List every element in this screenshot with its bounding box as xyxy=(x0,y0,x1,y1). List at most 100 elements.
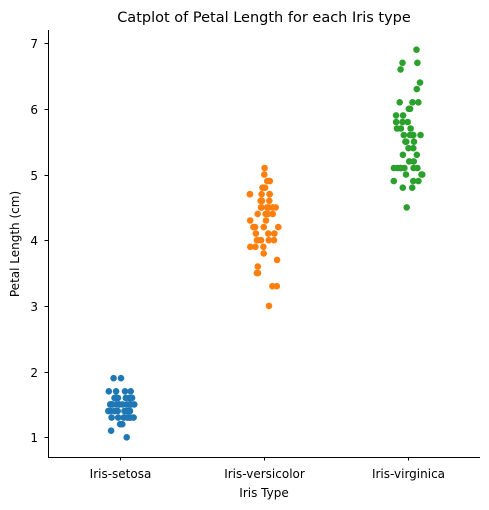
data-point-iris-virginica xyxy=(404,118,412,126)
data-point-iris-virginica xyxy=(393,125,401,132)
data-point-iris-virginica xyxy=(399,184,407,191)
data-point-iris-virginica xyxy=(408,184,416,191)
data-point-iris-versicolor xyxy=(260,243,267,251)
data-point-iris-virginica xyxy=(399,59,406,67)
data-point-iris-virginica xyxy=(397,66,404,73)
data-point-iris-virginica xyxy=(397,164,405,172)
data-point-iris-setosa xyxy=(108,401,116,408)
chart-title: Catplot of Petal Length for each Iris ty… xyxy=(117,10,411,26)
data-point-iris-virginica xyxy=(418,171,425,178)
data-point-iris-setosa xyxy=(119,401,126,408)
data-point-iris-versicolor xyxy=(258,197,266,205)
data-point-iris-versicolor xyxy=(269,210,277,218)
data-point-iris-versicolor xyxy=(264,210,272,218)
data-point-iris-virginica xyxy=(402,171,410,178)
data-point-iris-versicolor xyxy=(254,269,262,277)
data-point-iris-virginica xyxy=(403,138,410,145)
y-tick-label: 1 xyxy=(30,431,38,445)
data-point-iris-setosa xyxy=(110,374,117,382)
data-point-iris-virginica xyxy=(400,131,408,139)
data-point-iris-setosa xyxy=(108,414,115,421)
data-point-iris-versicolor xyxy=(258,204,265,211)
data-points xyxy=(105,46,426,441)
data-point-iris-versicolor xyxy=(252,230,260,237)
y-axis-label: Petal Length (cm) xyxy=(8,191,22,297)
data-point-iris-setosa xyxy=(107,427,115,435)
data-point-iris-virginica xyxy=(410,144,417,152)
data-point-iris-virginica xyxy=(392,112,400,119)
x-tick-label: Iris-versicolor xyxy=(224,467,305,481)
data-point-iris-versicolor xyxy=(260,250,268,257)
data-point-iris-virginica xyxy=(414,164,421,172)
data-point-iris-virginica xyxy=(396,99,404,106)
data-point-iris-versicolor xyxy=(270,236,278,244)
data-point-iris-versicolor xyxy=(265,236,273,244)
data-point-iris-setosa xyxy=(105,388,113,395)
data-point-iris-virginica xyxy=(413,151,421,159)
data-point-iris-versicolor xyxy=(275,223,282,231)
data-point-iris-virginica xyxy=(392,118,400,126)
data-point-iris-virginica xyxy=(399,112,407,119)
data-point-iris-setosa xyxy=(111,394,118,402)
data-point-iris-versicolor xyxy=(264,177,271,185)
y-tick-label: 5 xyxy=(30,169,38,183)
x-axis-label: Iris Type xyxy=(239,486,288,500)
data-point-iris-virginica xyxy=(409,131,417,139)
data-point-iris-versicolor xyxy=(271,230,278,237)
data-point-iris-versicolor xyxy=(254,210,261,218)
data-point-iris-virginica xyxy=(390,177,398,185)
data-point-iris-versicolor xyxy=(265,230,272,237)
data-point-iris-virginica xyxy=(417,131,424,139)
data-point-iris-setosa xyxy=(125,414,133,421)
data-point-iris-versicolor xyxy=(266,190,274,198)
data-point-iris-versicolor xyxy=(252,243,259,251)
data-point-iris-versicolor xyxy=(261,171,268,178)
data-point-iris-setosa xyxy=(127,401,134,408)
data-point-iris-setosa xyxy=(123,434,130,441)
data-point-iris-virginica xyxy=(410,177,417,185)
y-axis: 1 2 3 4 5 6 7 xyxy=(30,30,49,457)
data-point-iris-virginica xyxy=(415,99,422,106)
data-point-iris-versicolor xyxy=(259,184,266,191)
data-point-iris-versicolor xyxy=(246,190,254,198)
data-point-iris-setosa xyxy=(121,388,129,395)
data-point-iris-virginica xyxy=(399,118,406,126)
y-tick-label: 6 xyxy=(30,103,38,117)
data-point-iris-setosa xyxy=(112,388,120,395)
data-point-iris-setosa xyxy=(122,394,130,402)
data-point-iris-versicolor xyxy=(251,223,259,231)
y-tick-label: 4 xyxy=(30,234,38,248)
data-point-iris-versicolor xyxy=(272,204,280,211)
x-axis: Iris-setosa Iris-versicolor Iris-virginica xyxy=(48,457,480,481)
data-point-iris-versicolor xyxy=(269,282,276,290)
data-point-iris-setosa xyxy=(117,374,125,382)
x-tick-label: Iris-setosa xyxy=(90,467,152,481)
data-point-iris-versicolor xyxy=(254,236,261,244)
data-point-iris-setosa xyxy=(111,407,119,415)
data-point-iris-virginica xyxy=(405,105,413,113)
data-point-iris-versicolor xyxy=(261,164,268,172)
data-point-iris-setosa xyxy=(105,407,112,415)
data-point-iris-versicolor xyxy=(260,223,268,231)
data-point-iris-virginica xyxy=(403,204,411,211)
data-point-iris-virginica xyxy=(415,177,422,185)
data-point-iris-versicolor xyxy=(266,197,273,205)
data-point-iris-virginica xyxy=(413,85,421,93)
data-point-iris-setosa xyxy=(114,414,122,421)
data-point-iris-virginica xyxy=(410,138,418,145)
y-tick-label: 2 xyxy=(30,366,38,380)
data-point-iris-virginica xyxy=(414,59,421,67)
data-point-iris-versicolor xyxy=(262,217,270,224)
data-point-iris-versicolor xyxy=(263,204,271,211)
data-point-iris-virginica xyxy=(410,158,418,165)
data-point-iris-virginica xyxy=(416,79,424,86)
data-point-iris-versicolor xyxy=(246,217,254,224)
data-point-iris-versicolor xyxy=(265,302,273,310)
data-point-iris-versicolor xyxy=(273,256,281,264)
data-point-iris-virginica xyxy=(407,125,414,132)
data-point-iris-versicolor xyxy=(258,190,265,198)
data-point-iris-setosa xyxy=(126,407,134,415)
data-point-iris-virginica xyxy=(409,99,416,106)
data-point-iris-virginica xyxy=(405,158,413,165)
